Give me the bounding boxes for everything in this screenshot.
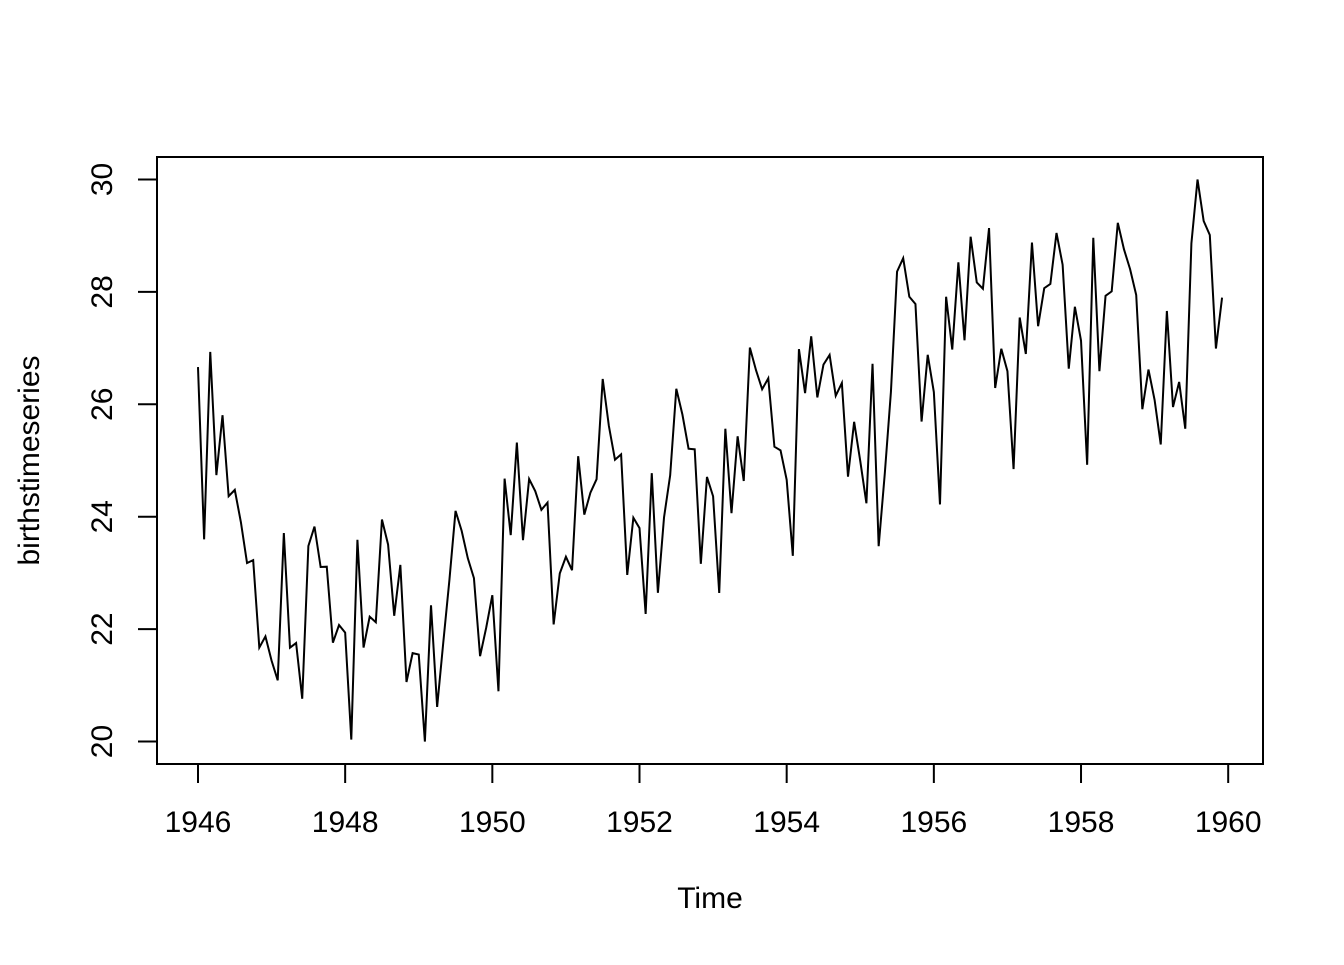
x-tick-label: 1960 (1195, 806, 1262, 839)
y-axis-ticks: 20 22 24 26 28 30 (86, 163, 157, 758)
x-tick-label: 1950 (459, 806, 526, 839)
data-series-group (196, 179, 1224, 742)
y-tick-label: 30 (86, 163, 119, 196)
x-axis-ticks: 1946 1948 1950 1952 1954 1956 1958 1960 (165, 764, 1262, 839)
x-tick-label: 1946 (165, 806, 232, 839)
plot-border (156, 156, 1264, 765)
x-tick-label: 1956 (900, 806, 967, 839)
x-tick-label: 1958 (1048, 806, 1115, 839)
y-tick-label: 20 (86, 725, 119, 758)
y-tick-label: 22 (86, 612, 119, 645)
x-tick-label: 1948 (312, 806, 379, 839)
x-tick-label: 1952 (606, 806, 673, 839)
y-tick-label: 26 (86, 388, 119, 421)
y-tick-label: 24 (86, 500, 119, 533)
y-axis-title: birthstimeseries (13, 355, 46, 565)
x-tick-label: 1954 (753, 806, 820, 839)
x-axis-title: Time (677, 882, 743, 915)
y-tick-label: 28 (86, 275, 119, 308)
time-series-line (196, 179, 1224, 742)
